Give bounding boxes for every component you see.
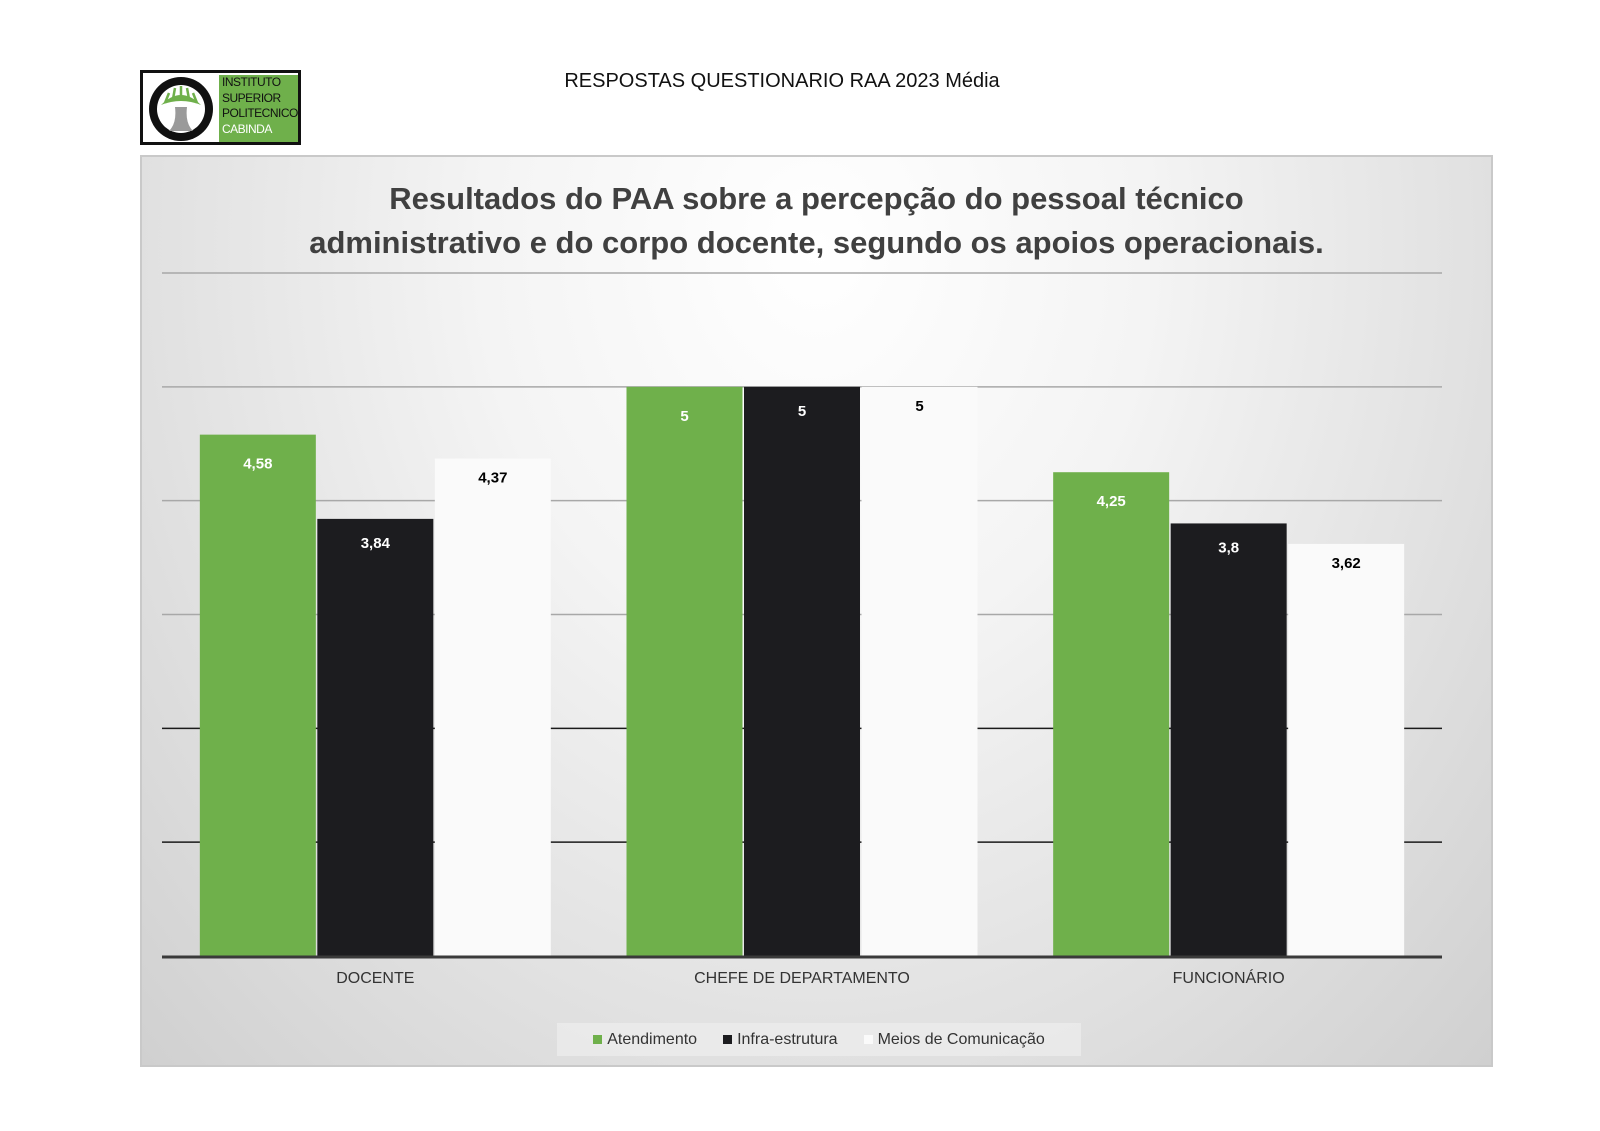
data-label: 3,84 [361,535,391,552]
legend-item: Atendimento [593,1031,697,1049]
bar [861,386,978,956]
bar [1053,472,1170,956]
chart-legend: Atendimento Infra-estrutura Meios de Comun… [557,1023,1081,1056]
legend-swatch [863,1035,873,1044]
bar [626,386,743,956]
legend-item: Meios de Comunicação [863,1030,1045,1049]
data-label: 5 [680,408,688,425]
legend-label: Meios de Comunicação [877,1030,1045,1048]
legend-swatch [723,1035,733,1044]
institute-emblem-icon [149,77,213,141]
logo-line: CABINDA [222,121,272,136]
bar [1170,523,1287,956]
logo-line: INSTITUTO [222,75,281,89]
chart-title-line: Resultados do PAA sobre a percepção do p… [389,181,1244,216]
data-label: 4,58 [243,456,272,473]
bar [1288,543,1405,956]
x-tick-label: FUNCIONÁRIO [1173,968,1285,987]
legend-swatch [593,1035,603,1044]
legend-label: Infra-estrutura [737,1030,838,1048]
data-label: 3,8 [1218,539,1239,556]
legend-label: Atendimento [607,1030,698,1048]
data-label: 4,25 [1097,493,1126,510]
page-header-title: RESPOSTAS QUESTIONARIO RAA 2023 Média [0,70,1600,93]
logo-line: SUPERIOR [222,90,281,105]
institute-logo: INSTITUTO SUPERIOR POLITECNICO CABINDA [140,70,301,145]
data-label: 5 [915,398,923,415]
bar [317,518,434,956]
chart-title-line: administrativo e do corpo docente, segun… [309,225,1324,260]
x-tick-label: DOCENTE [336,970,414,987]
bar [199,434,316,957]
bar [434,458,551,956]
page-header-title-text: RESPOSTAS QUESTIONARIO RAA 2023 Média [564,70,1000,92]
data-label: 5 [798,403,806,420]
data-label: 4,37 [478,470,507,487]
bar [744,386,860,956]
legend-item: Infra-estrutura [723,1030,838,1049]
x-tick-label: CHEFE DE DEPARTAMENTO [694,970,910,987]
logo-text: INSTITUTO SUPERIOR POLITECNICO CABINDA [219,75,298,142]
bar-chart-plot: 4,58 5 4,25 3,84 5 3,8 4,37 5 3,62 DOCENTE CHEFE D… [162,272,1442,987]
chart-area: Resultados do PAA sobre a percepção do p… [140,155,1493,1067]
data-label: 3,62 [1332,555,1361,572]
logo-line: POLITECNICO [222,106,298,120]
chart-title: Resultados do PAA sobre a percepção do p… [142,177,1491,265]
